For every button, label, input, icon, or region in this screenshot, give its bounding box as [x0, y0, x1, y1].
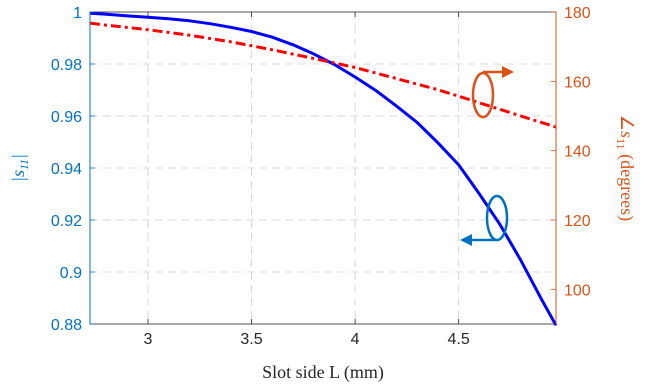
y-right-axis-label: ∠s11 (degrees)	[614, 115, 637, 221]
x-tick-label: 4.5	[448, 331, 470, 348]
y-left-tick-label: 0.96	[51, 109, 82, 126]
y-left-axis-label: |s11|	[8, 154, 31, 182]
y-left-tick-label: 0.9	[60, 265, 82, 282]
y-left-tick-label: 0.92	[51, 213, 82, 230]
series-lines	[90, 13, 556, 325]
y-right-tick-label: 140	[564, 144, 591, 161]
y-left-tick-label: 1	[73, 5, 82, 22]
x-tick-label: 3	[144, 331, 153, 348]
svg-text:|s11|: |s11|	[8, 154, 31, 182]
y-left-tick-label: 0.98	[51, 57, 82, 74]
y-right-tick-label: 100	[564, 282, 591, 299]
x-tick-label: 4	[351, 331, 360, 348]
y-left-tick-label: 0.88	[51, 317, 82, 334]
axis-indicators	[460, 66, 514, 246]
y-right-tick-label: 160	[564, 74, 591, 91]
svg-text:∠s11 (degrees): ∠s11 (degrees)	[614, 115, 637, 221]
y-right-tick-label: 120	[564, 213, 591, 230]
y-right-tick-label: 180	[564, 5, 591, 22]
magnitude-axis-indicator	[460, 196, 507, 246]
y-left-tick-label: 0.94	[51, 161, 82, 178]
phase-axis-indicator	[473, 66, 514, 117]
x-axis-label: Slot side L (mm)	[262, 362, 384, 383]
x-tick-label: 3.5	[240, 331, 262, 348]
